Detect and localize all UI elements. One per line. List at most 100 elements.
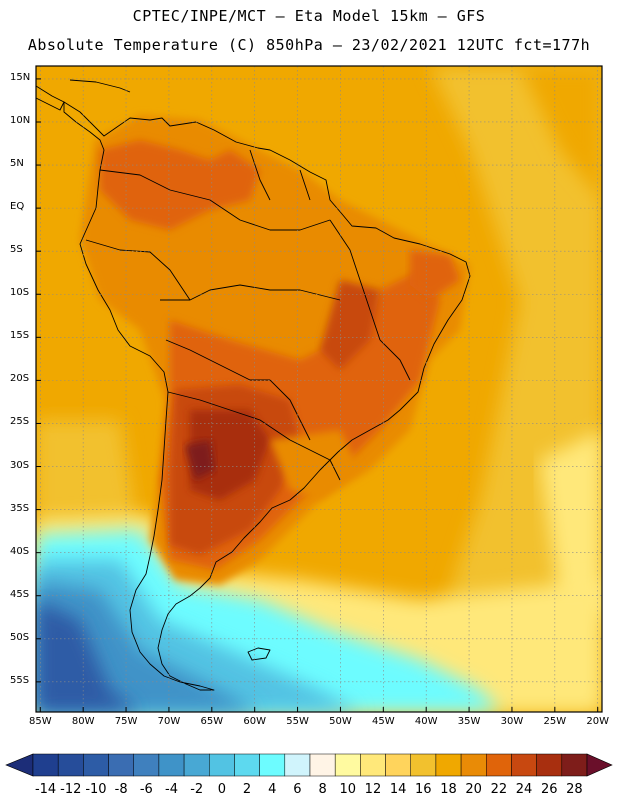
colorbar-swatch: [360, 753, 386, 777]
map-title-line1: CPTEC/INPE/MCT – Eta Model 15km – GFS: [132, 7, 486, 25]
colorbar-label: 16: [415, 782, 432, 797]
colorbar-swatch: [511, 753, 537, 777]
colorbar-swatch: [284, 753, 311, 777]
latitude-label: 5N: [10, 158, 24, 170]
temperature-field: [36, 66, 602, 712]
longitude-label: 20W: [586, 716, 610, 727]
uruguay-border: [289, 439, 341, 481]
colorbar-swatch: [57, 753, 84, 777]
colorbar-label: -2: [190, 782, 204, 797]
longitude-label: 65W: [200, 716, 224, 727]
colorbar-swatch: [209, 753, 235, 777]
brazil-southeast-border: [379, 339, 411, 381]
central-hottest-core: [185, 440, 215, 480]
colorbar-swatch: [460, 753, 487, 777]
bolivia-border: [165, 339, 270, 381]
colorbar-swatch: [259, 753, 286, 777]
northwest-hot-patch: [100, 140, 260, 230]
bolivia-brazil-border: [160, 284, 341, 301]
colorbar-label: 10: [339, 782, 357, 797]
colorbar-label: 0: [217, 782, 226, 797]
colorbar-label: 2: [242, 782, 252, 797]
latitude-label: 10N: [10, 114, 31, 126]
colorbar-max-arrow: [586, 753, 613, 777]
brazil-hot-patch: [320, 280, 380, 370]
falklands-outline: [247, 647, 271, 661]
colorbar-label: -14: [34, 782, 57, 797]
latitude-label: 30S: [10, 459, 30, 471]
axis-ticks: [36, 78, 599, 712]
colorbar-label: -4: [165, 782, 178, 797]
latitude-label: 20S: [10, 373, 30, 385]
central-america-outline: [36, 85, 65, 111]
south-america-outline: [63, 101, 471, 691]
latitude-label: 40S: [10, 545, 30, 557]
latitude-label: EQ: [10, 201, 25, 213]
colorbar-swatch: [385, 753, 411, 777]
guyana-border: [299, 169, 311, 201]
colorbar-label: 14: [389, 782, 407, 797]
colorbar-label: -8: [114, 782, 128, 797]
longitude-label: 55W: [286, 716, 309, 727]
caribbean-outline: [69, 79, 131, 93]
longitude-label: 50W: [329, 716, 352, 727]
latitude-label: 35S: [10, 502, 30, 514]
brazil-interior-border: [329, 219, 381, 341]
colorbar-label: 22: [490, 782, 508, 797]
colorbar-swatch: [309, 753, 336, 777]
colorbar-label: 26: [540, 782, 558, 797]
latitude-label: 25S: [10, 416, 30, 428]
colorbar-swatch: [133, 753, 160, 777]
ecuador-peru-border: [85, 239, 191, 301]
latitude-label: 45S: [10, 588, 30, 600]
colorbar-label: -10: [85, 782, 107, 797]
latitude-label: 10S: [10, 287, 30, 299]
colorbar-swatch: [234, 753, 260, 777]
colorbar-swatch: [108, 753, 134, 777]
colorbar-label: 12: [364, 782, 382, 797]
longitude-label: 40W: [414, 716, 438, 727]
colorbar-swatch: [410, 753, 437, 777]
colorbar-swatch: [158, 753, 185, 777]
latitude-label: 15N: [10, 71, 31, 83]
colorbar-label: 18: [440, 782, 457, 797]
venezuela-border: [249, 149, 271, 201]
longitude-label: 25W: [543, 716, 567, 727]
latitude-label: 50S: [10, 631, 30, 643]
longitude-label: 60W: [243, 716, 266, 727]
colorbar-swatch: [334, 753, 361, 777]
colorbar-swatch: [486, 753, 512, 777]
longitude-label: 70W: [157, 716, 181, 727]
ocean-cool-east: [540, 430, 602, 620]
latitude-label: 55S: [10, 674, 30, 686]
colorbar-swatch: [536, 753, 563, 777]
colorbar: [5, 753, 613, 777]
colorbar-label: -6: [139, 782, 153, 797]
southern-coldest: [36, 600, 140, 712]
map-title-line2: Absolute Temperature (C) 850hPa – 23/02/…: [27, 36, 591, 54]
colorbar-label: 4: [268, 782, 277, 797]
colorbar-swatch: [435, 753, 462, 777]
colorbar-label: 28: [566, 782, 583, 797]
colorbar-swatch: [83, 753, 109, 777]
central-hotter-core: [190, 410, 270, 500]
longitude-label: 30W: [500, 716, 524, 727]
colorbar-label: 20: [465, 782, 482, 797]
uruguay-warm-patch: [270, 430, 360, 500]
colorbar-label: -12: [60, 782, 82, 797]
colorbar-min-arrow: [5, 753, 34, 777]
latitude-label: 15S: [10, 330, 30, 342]
northern-border: [99, 169, 331, 231]
colorbar-swatch: [32, 753, 59, 777]
northeast-hot-patch: [410, 250, 460, 300]
argentina-border: [167, 391, 291, 441]
colorbar-label: 24: [515, 782, 533, 797]
latitude-label: 5S: [10, 244, 23, 256]
ocean-warm-northeast: [520, 66, 602, 200]
colorbar-label: 8: [318, 782, 327, 797]
colorbar-label: 6: [293, 782, 302, 797]
land-outline: [36, 79, 471, 691]
colorbar-swatch: [183, 753, 210, 777]
longitude-label: 75W: [114, 716, 138, 727]
